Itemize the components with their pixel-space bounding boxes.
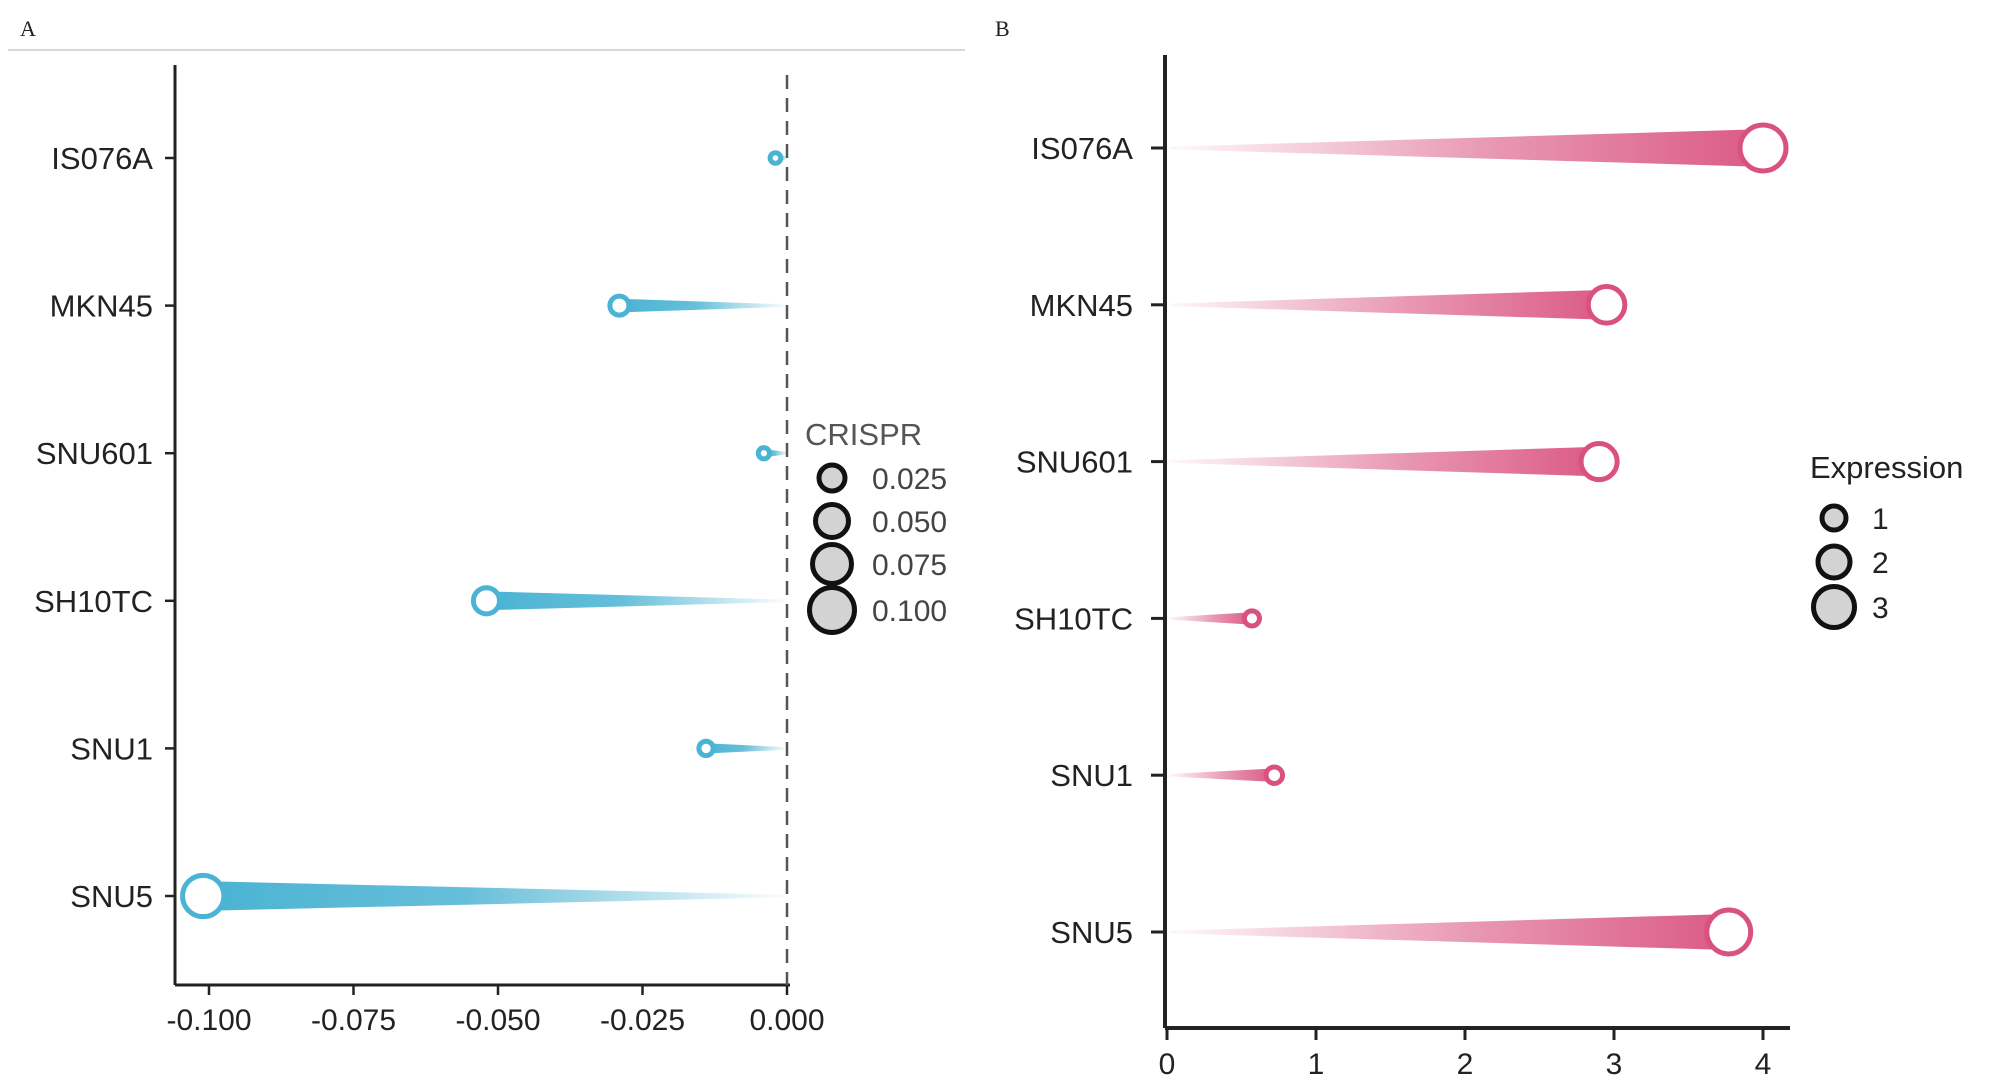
panel-b-point-snu5 xyxy=(1704,907,1754,957)
panel-a-category-label-snu5: SNU5 xyxy=(70,879,153,914)
panel-a-x-tick-label: -0.100 xyxy=(166,1004,251,1037)
panel-a-point-sh10tc xyxy=(470,585,503,617)
panel-a-axes: -0.100 -0.075 -0.050 -0.025 0.000 IS076A MKN45… xyxy=(34,65,825,1037)
panel-b-point-snu1 xyxy=(1263,764,1286,786)
panel-a-label: A xyxy=(20,16,36,41)
panel-b-x-tick-label: 4 xyxy=(1755,1048,1772,1078)
panel-b-x-tick-label: 2 xyxy=(1457,1048,1474,1078)
panel-b-legend: Expression 1 2 3 xyxy=(1810,450,1963,630)
panel-b-stem-snu601 xyxy=(1169,446,1600,477)
panel-a-legend-key xyxy=(810,542,854,586)
panel-a-x-tick-label: -0.075 xyxy=(311,1004,396,1037)
panel-b-category-label-snu5: SNU5 xyxy=(1050,915,1133,950)
panel-a-category-label-snu601: SNU601 xyxy=(36,436,153,471)
panel-b-stem-snu5 xyxy=(1169,913,1729,951)
panel-b-category-label-snu601: SNU601 xyxy=(1016,445,1133,480)
panel-b-legend-label: 2 xyxy=(1872,547,1889,580)
panel-a-category-label-sh10tc: SH10TC xyxy=(34,584,153,619)
panel-a-category-label-snu1: SNU1 xyxy=(70,731,153,766)
panel-b-label: B xyxy=(995,16,1010,41)
panel-a-legend-label: 0.025 xyxy=(872,463,947,496)
panel-b-x-tick-label: 1 xyxy=(1308,1048,1325,1078)
panel-b: B 0 1 2 3 4 IS076A MKN45 SNU601 SH10TC SNU1 SNU5 E… xyxy=(995,16,1963,1078)
panel-b-stem-snu1 xyxy=(1169,768,1275,782)
panel-b-legend-label: 1 xyxy=(1872,503,1889,536)
panel-a-stem-snu5 xyxy=(203,881,788,911)
panel-b-legend-title: Expression xyxy=(1810,450,1963,485)
panel-b-marks xyxy=(1169,122,1789,957)
panel-a: A -0.100 -0.075 -0.050 -0.025 0.000 IS076A MKN… xyxy=(8,16,965,1037)
panel-b-point-sh10tc xyxy=(1241,608,1262,629)
panel-a-marks xyxy=(180,150,788,920)
panel-a-stem-snu1 xyxy=(706,743,787,754)
panel-b-x-tick-label: 3 xyxy=(1606,1048,1623,1078)
panel-b-point-snu601 xyxy=(1578,441,1620,483)
panel-b-axes: 0 1 2 3 4 IS076A MKN45 SNU601 SH10TC SNU1 SNU5 xyxy=(1014,55,1790,1078)
panel-b-category-label-mkn45: MKN45 xyxy=(1030,288,1133,323)
panel-a-category-label-mkn45: MKN45 xyxy=(50,289,153,324)
panel-a-legend-title: CRISPR xyxy=(805,417,922,452)
panel-a-legend-label: 0.050 xyxy=(872,506,947,539)
panel-a-point-mkn45 xyxy=(607,293,632,318)
panel-b-point-mkn45 xyxy=(1585,284,1628,326)
panel-a-legend-label: 0.100 xyxy=(872,595,947,628)
panel-a-category-label-is076a: IS076A xyxy=(51,141,153,176)
panel-b-legend-key xyxy=(1811,584,1857,630)
panel-b-stem-sh10tc xyxy=(1169,612,1252,625)
panel-a-point-snu601 xyxy=(755,445,773,462)
panel-a-legend-key xyxy=(807,585,857,635)
panel-b-stem-is076a xyxy=(1169,129,1763,167)
panel-b-category-label-sh10tc: SH10TC xyxy=(1014,601,1133,636)
panel-a-stem-sh10tc xyxy=(486,591,787,611)
panel-a-legend-key xyxy=(813,502,851,540)
panel-b-category-label-is076a: IS076A xyxy=(1031,131,1133,166)
panel-a-legend-label: 0.075 xyxy=(872,549,947,582)
panel-b-category-label-snu1: SNU1 xyxy=(1050,758,1133,793)
panel-b-legend-key xyxy=(1815,543,1853,581)
panel-a-point-snu1 xyxy=(696,738,716,759)
panel-a-x-tick-label: -0.050 xyxy=(455,1004,540,1037)
panel-b-point-is076a xyxy=(1737,122,1789,174)
panel-b-legend-label: 3 xyxy=(1872,592,1889,625)
panel-b-legend-key xyxy=(1819,503,1849,533)
panel-b-x-tick-label: 0 xyxy=(1159,1048,1176,1078)
panel-b-stem-mkn45 xyxy=(1169,289,1607,320)
panel-a-x-tick-label: -0.025 xyxy=(600,1004,685,1037)
panel-a-stem-mkn45 xyxy=(619,298,787,313)
panel-a-legend-key xyxy=(816,462,848,494)
panel-a-point-is076a xyxy=(767,150,784,166)
panel-a-point-snu5 xyxy=(180,872,227,920)
panel-a-legend: CRISPR 0.025 0.050 0.075 0.100 xyxy=(805,417,947,635)
panel-a-x-tick-label: 0.000 xyxy=(749,1004,824,1037)
